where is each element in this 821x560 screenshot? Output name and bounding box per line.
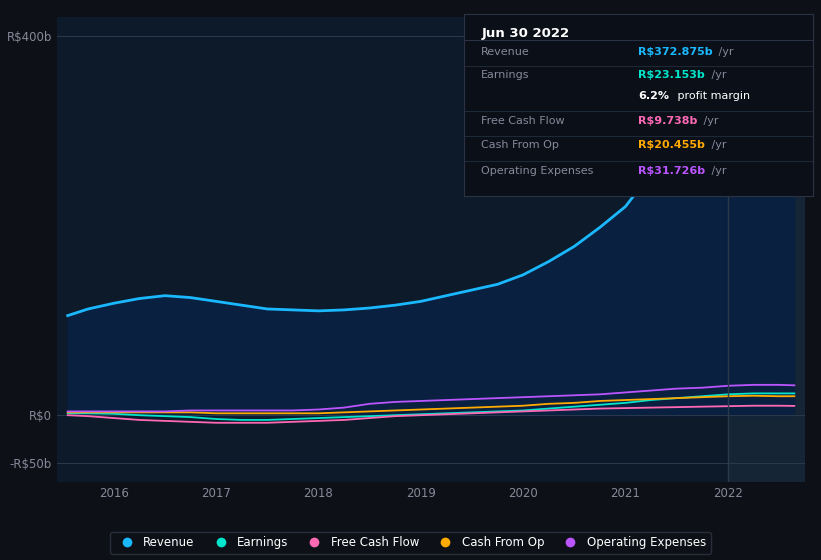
Text: /yr: /yr [708, 166, 727, 176]
Text: /yr: /yr [708, 69, 727, 80]
Text: Cash From Op: Cash From Op [481, 141, 559, 151]
Text: Earnings: Earnings [481, 69, 530, 80]
Bar [728, 17, 805, 482]
Text: Revenue: Revenue [481, 47, 530, 57]
Text: Jun 30 2022: Jun 30 2022 [481, 27, 570, 40]
Text: R$9.738b: R$9.738b [639, 116, 698, 126]
Text: /yr: /yr [715, 47, 734, 57]
Text: R$20.455b: R$20.455b [639, 141, 705, 151]
Text: 6.2%: 6.2% [639, 91, 669, 101]
Text: R$372.875b: R$372.875b [639, 47, 713, 57]
Text: R$23.153b: R$23.153b [639, 69, 705, 80]
Legend: Revenue, Earnings, Free Cash Flow, Cash From Op, Operating Expenses: Revenue, Earnings, Free Cash Flow, Cash … [110, 531, 711, 554]
Text: Operating Expenses: Operating Expenses [481, 166, 594, 176]
Text: /yr: /yr [708, 141, 727, 151]
Text: R$31.726b: R$31.726b [639, 166, 705, 176]
Text: /yr: /yr [700, 116, 719, 126]
Text: profit margin: profit margin [674, 91, 750, 101]
Text: Free Cash Flow: Free Cash Flow [481, 116, 565, 126]
